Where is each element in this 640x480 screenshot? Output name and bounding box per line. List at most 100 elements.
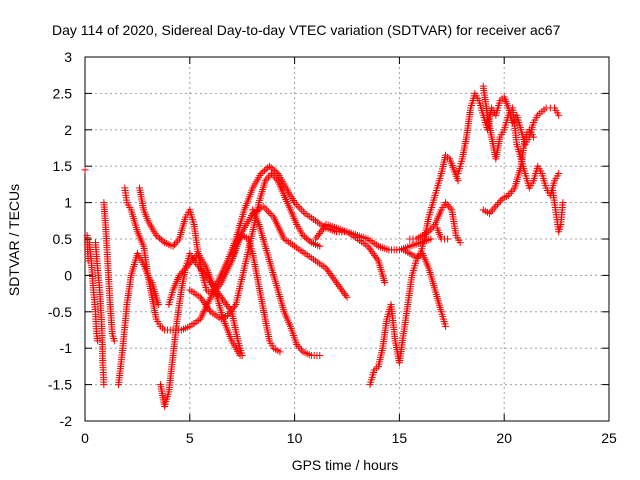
data-point [157, 236, 165, 244]
data-point [530, 133, 538, 141]
data-point [171, 240, 179, 248]
data-point [559, 199, 567, 207]
data-point [442, 199, 450, 207]
data-point [263, 175, 271, 183]
data-point [261, 204, 269, 212]
y-tick-label: 0 [64, 267, 72, 283]
data-point [331, 277, 339, 285]
data-point [299, 231, 307, 239]
data-point [315, 230, 323, 238]
data-point [313, 233, 321, 241]
data-point [199, 268, 207, 276]
data-point [493, 200, 501, 208]
x-tick-label: 25 [601, 430, 617, 446]
y-tick-label: -0.5 [48, 304, 72, 320]
data-point [445, 202, 453, 210]
data-point [296, 344, 304, 352]
data-point [205, 306, 213, 314]
data-point [100, 381, 108, 389]
data-point [268, 169, 276, 177]
data-point [257, 169, 265, 177]
y-tick-label: -1 [60, 340, 73, 356]
data-point [497, 197, 505, 205]
data-point [335, 282, 343, 290]
data-point [188, 257, 196, 265]
data-point [302, 234, 310, 242]
data-point [84, 257, 92, 265]
data-point [336, 284, 344, 292]
tick-labels: 0 5 10 15 20 25 -2 -1.5 -1 -0.5 0 0.5 1 1.5 2 2.5 3 [48, 49, 617, 446]
data-point [343, 293, 351, 301]
data-point [334, 281, 342, 288]
data-point [504, 191, 512, 199]
data-point [429, 222, 437, 230]
y-axis-label: SDTVAR / TECUs [6, 184, 22, 296]
data-point [442, 322, 450, 330]
x-tick-label: 5 [186, 430, 194, 446]
x-tick-label: 0 [81, 430, 89, 446]
data-point [299, 208, 307, 216]
data-point [276, 348, 284, 356]
data-point [373, 255, 381, 263]
data-point [217, 293, 225, 301]
data-points [81, 82, 567, 410]
data-point [263, 206, 271, 214]
axis-ticks [84, 56, 610, 422]
data-point [454, 177, 462, 185]
y-tick-label: 1 [64, 195, 72, 211]
data-point [269, 165, 277, 173]
y-tick-label: 2.5 [53, 85, 73, 101]
y-tick-label: 3 [64, 49, 72, 65]
data-point [177, 270, 185, 278]
data-point [342, 291, 350, 299]
data-point [294, 202, 302, 210]
data-point [330, 275, 338, 283]
data-point [316, 242, 324, 250]
data-point [185, 260, 193, 268]
data-point [154, 301, 162, 309]
data-point [180, 266, 188, 274]
data-point [444, 235, 452, 243]
data-point [154, 233, 162, 241]
x-tick-label: 15 [392, 430, 408, 446]
data-point [555, 111, 563, 119]
data-point [272, 175, 280, 183]
data-point [426, 226, 434, 234]
data-point [202, 301, 210, 309]
data-point [489, 206, 497, 214]
data-point [266, 210, 274, 218]
data-point [159, 237, 167, 245]
data-point [272, 168, 280, 176]
data-point [456, 239, 464, 247]
data-point [340, 290, 348, 298]
data-point [338, 286, 346, 294]
chart-title: Day 114 of 2020, Sidereal Day-to-day VTE… [52, 22, 561, 38]
data-point [152, 231, 160, 239]
data-point [224, 311, 232, 319]
data-point [169, 242, 177, 250]
data-point [191, 253, 199, 261]
data-point [186, 259, 194, 267]
data-point [229, 304, 237, 312]
data-point [200, 299, 208, 307]
data-point [508, 188, 516, 196]
data-point [172, 239, 180, 247]
x-tick-label: 10 [287, 430, 303, 446]
data-point [175, 271, 183, 279]
data-point [333, 279, 341, 287]
data-point [294, 342, 302, 350]
grid-lines [85, 57, 609, 421]
data-point [319, 224, 327, 232]
data-point [555, 169, 563, 177]
data-point [490, 204, 498, 212]
data-point [293, 341, 301, 349]
data-point [322, 264, 330, 272]
data-point [317, 228, 325, 236]
data-point [189, 255, 197, 263]
data-point [203, 302, 211, 310]
data-point [270, 167, 278, 175]
data-point [495, 199, 503, 207]
data-point [178, 268, 186, 276]
data-point [269, 171, 277, 179]
data-point [196, 293, 204, 301]
